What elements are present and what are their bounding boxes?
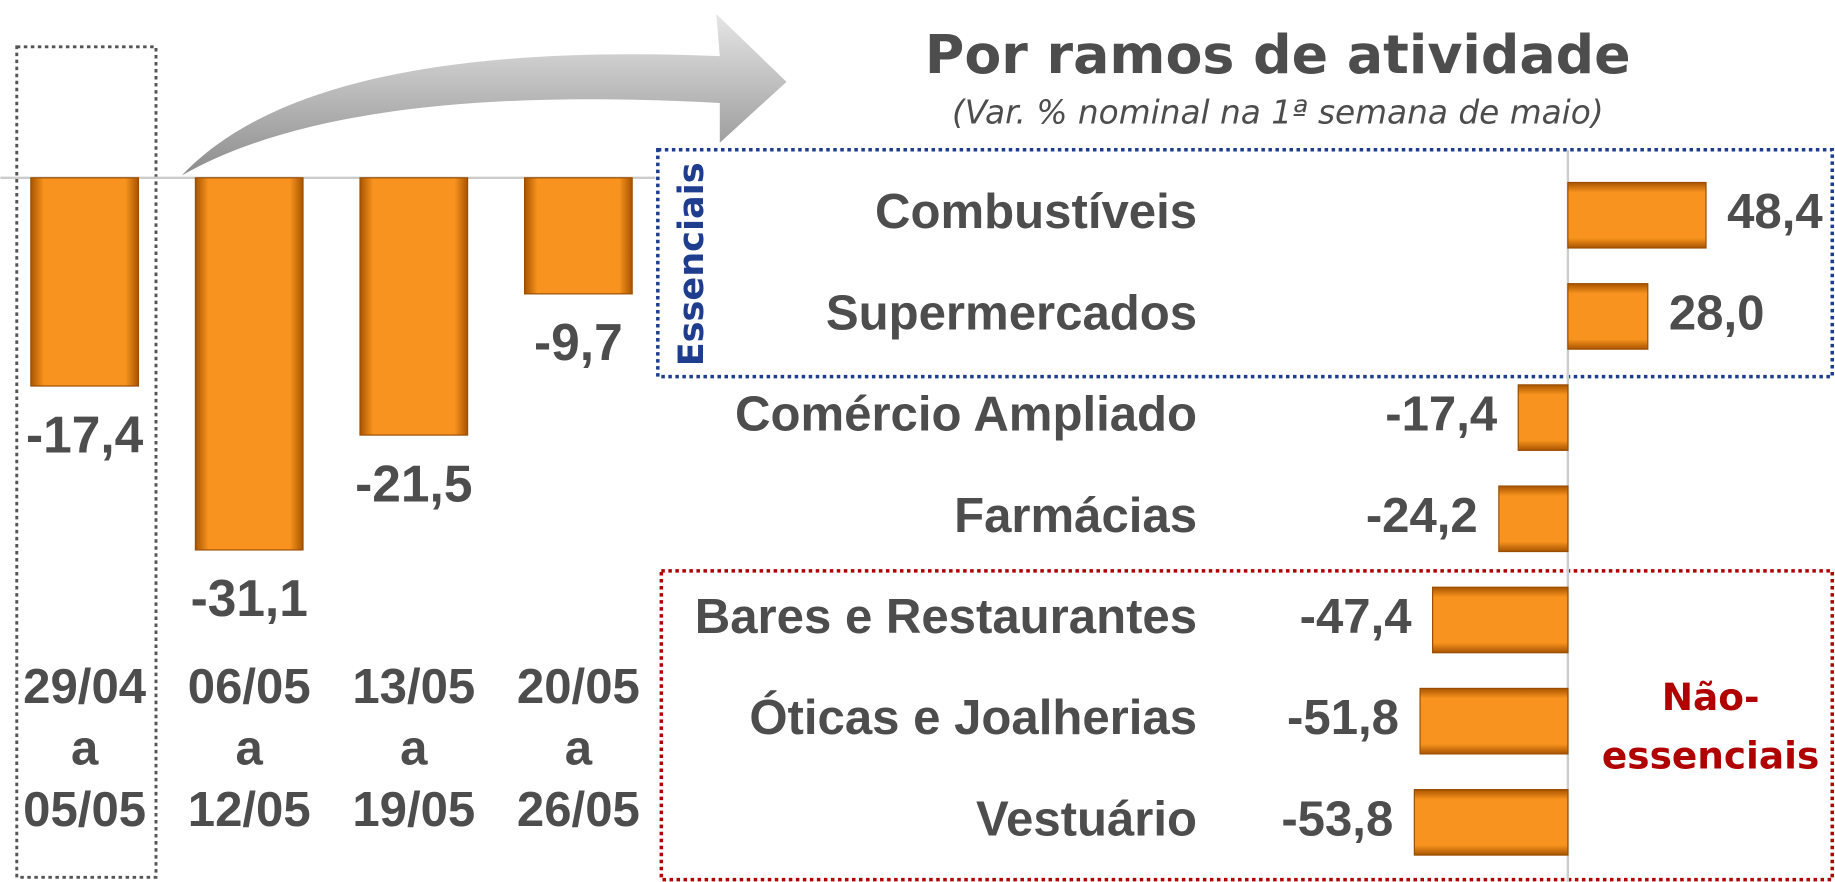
bar xyxy=(1517,384,1569,451)
value-label: -9,7 xyxy=(534,313,623,371)
y-tick-label: Bares e Restaurantes xyxy=(695,590,1197,644)
essential-box xyxy=(656,147,1835,379)
value-label: 28,0 xyxy=(1669,286,1765,340)
value-label: -51,8 xyxy=(1287,691,1399,745)
x-tick-label: a xyxy=(565,722,593,776)
value-label: -17,4 xyxy=(26,405,144,463)
bar xyxy=(523,177,633,295)
bar xyxy=(1413,789,1569,856)
value-label: -31,1 xyxy=(191,569,308,627)
y-tick-label: Farmácias xyxy=(954,489,1197,543)
bar xyxy=(194,177,304,551)
x-tick-label: a xyxy=(236,722,264,776)
x-tick-label: a xyxy=(71,722,99,776)
x-tick-label: 29/04 xyxy=(23,660,147,714)
bar xyxy=(1419,687,1569,755)
value-label: 48,4 xyxy=(1727,185,1823,239)
x-tick-label: 26/05 xyxy=(517,783,640,837)
x-tick-label: 06/05 xyxy=(188,660,311,714)
y-tick-label: Comércio Ampliado xyxy=(735,388,1197,442)
value-label: -21,5 xyxy=(355,454,472,512)
non-essential-box xyxy=(659,569,1835,882)
value-label: -17,4 xyxy=(1385,388,1498,442)
x-tick-label: 05/05 xyxy=(23,783,146,837)
arrow xyxy=(181,14,787,176)
bar xyxy=(1567,181,1707,249)
x-tick-label: 13/05 xyxy=(352,660,475,714)
x-tick-label: 12/05 xyxy=(188,783,311,837)
x-tick-label: a xyxy=(400,722,428,776)
bar xyxy=(1498,485,1569,553)
chart-subtitle: (Var. % nominal na 1ª semana de maio) xyxy=(952,94,1604,132)
bar xyxy=(1432,586,1569,654)
chart-title: Por ramos de atividade xyxy=(925,23,1631,86)
y-tick-label: Vestuário xyxy=(976,792,1197,846)
x-tick-label: 20/05 xyxy=(517,660,640,714)
highlight-box xyxy=(15,45,158,879)
y-tick-label: Supermercados xyxy=(826,286,1197,340)
value-label: -53,8 xyxy=(1281,792,1393,846)
value-label: -47,4 xyxy=(1300,590,1413,644)
x-tick-label: 19/05 xyxy=(352,783,475,837)
bar xyxy=(30,177,140,387)
group-label: Não- xyxy=(1662,675,1760,719)
value-label: -24,2 xyxy=(1366,489,1478,543)
bar xyxy=(359,177,469,436)
bar xyxy=(1567,283,1649,350)
group-label: Essenciais xyxy=(671,162,712,366)
y-tick-label: Óticas e Joalherias xyxy=(749,689,1197,745)
group-label: essenciais xyxy=(1602,734,1819,778)
y-tick-label: Combustíveis xyxy=(875,185,1197,239)
